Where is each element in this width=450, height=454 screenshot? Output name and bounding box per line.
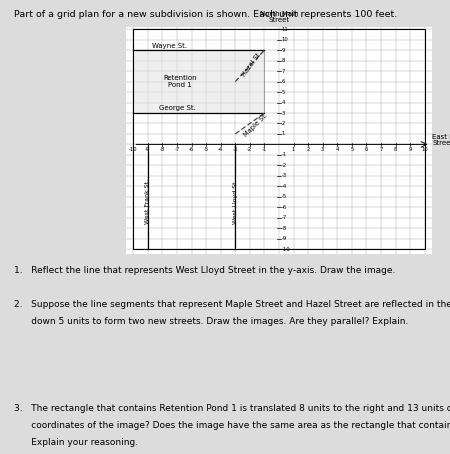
Text: -10: -10: [129, 147, 138, 152]
Text: 1.   Reflect the line that represents West Lloyd Street in the y-axis. Draw the : 1. Reflect the line that represents West…: [14, 266, 395, 275]
Text: -1: -1: [262, 147, 267, 152]
Text: Part of a grid plan for a new subdivision is shown. Each unit represents 100 fee: Part of a grid plan for a new subdivisio…: [14, 10, 397, 19]
Text: 10: 10: [282, 37, 288, 42]
Text: -3: -3: [282, 173, 287, 178]
Text: West Lloyd St.: West Lloyd St.: [233, 180, 238, 224]
Text: 3.   The rectangle that contains Retention Pond 1 is translated 8 units to the r: 3. The rectangle that contains Retention…: [14, 404, 450, 413]
Bar: [133, 50, 265, 113]
Text: West Frank St.: West Frank St.: [145, 179, 150, 224]
Text: 2: 2: [282, 121, 285, 126]
Text: -2: -2: [282, 163, 287, 168]
Text: -2: -2: [247, 147, 252, 152]
Text: 7: 7: [379, 147, 382, 152]
Text: 10: 10: [421, 147, 428, 152]
Text: George St.: George St.: [158, 105, 195, 111]
Text: 9: 9: [409, 147, 412, 152]
Text: 4: 4: [336, 147, 339, 152]
Text: 5: 5: [350, 147, 354, 152]
Text: -4: -4: [282, 184, 287, 189]
Text: -5: -5: [203, 147, 209, 152]
Text: -9: -9: [145, 147, 150, 152]
Text: 6: 6: [282, 79, 285, 84]
Text: -5: -5: [282, 194, 287, 199]
Text: down 5 units to form two new streets. Draw the images. Are they parallel? Explai: down 5 units to form two new streets. Dr…: [14, 317, 408, 326]
Text: -7: -7: [175, 147, 180, 152]
Text: Wayne St.: Wayne St.: [152, 43, 187, 49]
Text: 8: 8: [282, 58, 285, 63]
Text: 11: 11: [282, 27, 288, 32]
Text: East Main
Street: East Main Street: [432, 134, 450, 147]
Text: 8: 8: [394, 147, 397, 152]
Text: -4: -4: [218, 147, 223, 152]
Text: 9: 9: [282, 48, 285, 53]
Text: -3: -3: [233, 147, 238, 152]
Text: -10: -10: [282, 247, 290, 252]
Text: 2.   Suppose the line segments that represent Maple Street and Hazel Street are : 2. Suppose the line segments that repres…: [14, 300, 450, 309]
Text: North Main
Street: North Main Street: [260, 10, 298, 23]
Text: 3: 3: [282, 110, 285, 115]
Text: 2: 2: [306, 147, 310, 152]
Text: 1: 1: [282, 132, 285, 137]
Text: -9: -9: [282, 236, 287, 241]
Text: Retention
Pond 1: Retention Pond 1: [163, 75, 197, 88]
Text: Maple St.: Maple St.: [243, 112, 269, 138]
Text: 4: 4: [282, 100, 285, 105]
Text: 5: 5: [282, 89, 285, 94]
Text: 3: 3: [321, 147, 324, 152]
Text: 7: 7: [282, 69, 285, 74]
Text: coordinates of the image? Does the image have the same area as the rectangle tha: coordinates of the image? Does the image…: [14, 421, 450, 430]
Text: -6: -6: [282, 205, 287, 210]
Text: -6: -6: [189, 147, 194, 152]
Text: Explain your reasoning.: Explain your reasoning.: [14, 438, 138, 447]
Text: -7: -7: [282, 215, 287, 220]
Text: -8: -8: [282, 226, 287, 231]
Text: -8: -8: [160, 147, 165, 152]
Text: 1: 1: [292, 147, 295, 152]
Text: -1: -1: [282, 153, 287, 158]
Text: 6: 6: [365, 147, 368, 152]
Text: Hazel St.: Hazel St.: [241, 50, 263, 78]
